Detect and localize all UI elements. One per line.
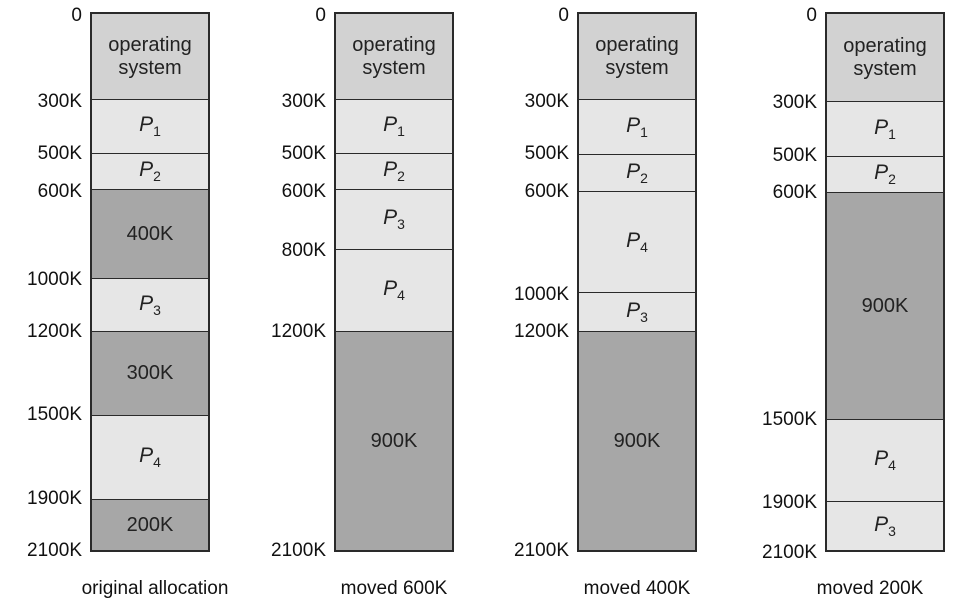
segment-label: operating system bbox=[843, 34, 927, 80]
address-label: 1000K bbox=[514, 284, 569, 305]
address-label: 600K bbox=[281, 181, 326, 202]
column-caption: original allocation bbox=[81, 578, 229, 599]
segment-label: 200K bbox=[126, 513, 174, 536]
process-block: P4 bbox=[336, 249, 452, 331]
segment-label: P2 bbox=[383, 158, 405, 185]
process-block: P2 bbox=[579, 154, 695, 191]
address-label: 1500K bbox=[27, 404, 82, 425]
process-block: P2 bbox=[336, 153, 452, 189]
column-caption: moved 600K bbox=[340, 578, 448, 599]
memory-bar: operating system P1 P2 900K P4 P3 bbox=[825, 12, 945, 552]
segment-label: P2 bbox=[139, 158, 161, 185]
address-label: 1000K bbox=[27, 269, 82, 290]
address-label: 1500K bbox=[762, 409, 817, 430]
address-label: 0 bbox=[558, 5, 569, 26]
operating-system-block: operating system bbox=[579, 12, 695, 99]
address-label: 300K bbox=[524, 91, 569, 112]
address-label: 2100K bbox=[27, 540, 82, 561]
free-hole-block: 900K bbox=[336, 331, 452, 552]
address-label: 0 bbox=[71, 5, 82, 26]
segment-label: P4 bbox=[626, 228, 648, 256]
segment-label: P1 bbox=[626, 113, 648, 141]
segment-label: 900K bbox=[370, 429, 418, 452]
address-label: 1200K bbox=[27, 321, 82, 342]
operating-system-block: operating system bbox=[336, 12, 452, 99]
process-block: P4 bbox=[579, 191, 695, 292]
memory-bar: operating system P1 P2 400K P3 300K P4 2… bbox=[90, 12, 210, 552]
free-hole-block: 900K bbox=[827, 192, 943, 419]
process-block: P1 bbox=[92, 99, 208, 153]
process-block: P2 bbox=[827, 156, 943, 192]
segment-label: 400K bbox=[126, 222, 174, 245]
segment-label: P4 bbox=[383, 277, 405, 304]
segment-label: P3 bbox=[383, 206, 405, 233]
address-label: 1200K bbox=[514, 321, 569, 342]
segment-label: 900K bbox=[613, 429, 661, 452]
memory-bar: operating system P1 P2 P3 P4 900K bbox=[334, 12, 454, 552]
column-caption: moved 400K bbox=[583, 578, 691, 599]
segment-label: P3 bbox=[139, 291, 161, 319]
segment-label: P3 bbox=[874, 512, 896, 540]
segment-label: P1 bbox=[383, 113, 405, 140]
address-label: 1200K bbox=[271, 321, 326, 342]
process-block: P3 bbox=[827, 501, 943, 552]
address-label: 500K bbox=[772, 145, 817, 166]
segment-label: operating system bbox=[595, 33, 679, 79]
address-label: 2100K bbox=[514, 540, 569, 561]
free-hole-block: 900K bbox=[579, 331, 695, 552]
address-label: 800K bbox=[281, 240, 326, 261]
column-caption: moved 200K bbox=[816, 578, 924, 599]
address-label: 2100K bbox=[762, 542, 817, 563]
address-label: 500K bbox=[524, 143, 569, 164]
process-block: P1 bbox=[579, 99, 695, 154]
segment-label: P1 bbox=[139, 113, 161, 140]
free-hole-block: 200K bbox=[92, 499, 208, 552]
process-block: P2 bbox=[92, 153, 208, 189]
segment-label: operating system bbox=[352, 33, 436, 79]
process-block: P1 bbox=[827, 101, 943, 156]
address-label: 0 bbox=[315, 5, 326, 26]
address-label: 300K bbox=[37, 91, 82, 112]
address-label: 1900K bbox=[762, 492, 817, 513]
segment-label: operating system bbox=[108, 33, 192, 79]
operating-system-block: operating system bbox=[827, 12, 943, 101]
process-block: P4 bbox=[827, 419, 943, 501]
process-block: P3 bbox=[336, 189, 452, 249]
operating-system-block: operating system bbox=[92, 12, 208, 99]
segment-label: P4 bbox=[874, 447, 896, 474]
address-label: 300K bbox=[281, 91, 326, 112]
segment-label: P2 bbox=[874, 161, 896, 188]
segment-label: P1 bbox=[874, 115, 896, 143]
address-label: 300K bbox=[772, 92, 817, 113]
segment-label: 900K bbox=[861, 294, 909, 317]
address-label: 2100K bbox=[271, 540, 326, 561]
address-label: 600K bbox=[772, 182, 817, 203]
address-label: 1900K bbox=[27, 488, 82, 509]
address-label: 600K bbox=[524, 181, 569, 202]
address-label: 500K bbox=[281, 143, 326, 164]
segment-label: P3 bbox=[626, 298, 648, 326]
segment-label: P2 bbox=[626, 159, 648, 187]
segment-label: P4 bbox=[139, 444, 161, 471]
segment-label: 300K bbox=[126, 362, 174, 384]
process-block: P3 bbox=[579, 292, 695, 331]
free-hole-block: 300K bbox=[92, 331, 208, 415]
address-label: 500K bbox=[37, 143, 82, 164]
process-block: P1 bbox=[336, 99, 452, 153]
process-block: P4 bbox=[92, 415, 208, 499]
address-label: 600K bbox=[37, 181, 82, 202]
process-block: P3 bbox=[92, 278, 208, 331]
memory-bar: operating system P1 P2 P4 P3 900K bbox=[577, 12, 697, 552]
free-hole-block: 400K bbox=[92, 189, 208, 278]
address-label: 0 bbox=[806, 5, 817, 26]
